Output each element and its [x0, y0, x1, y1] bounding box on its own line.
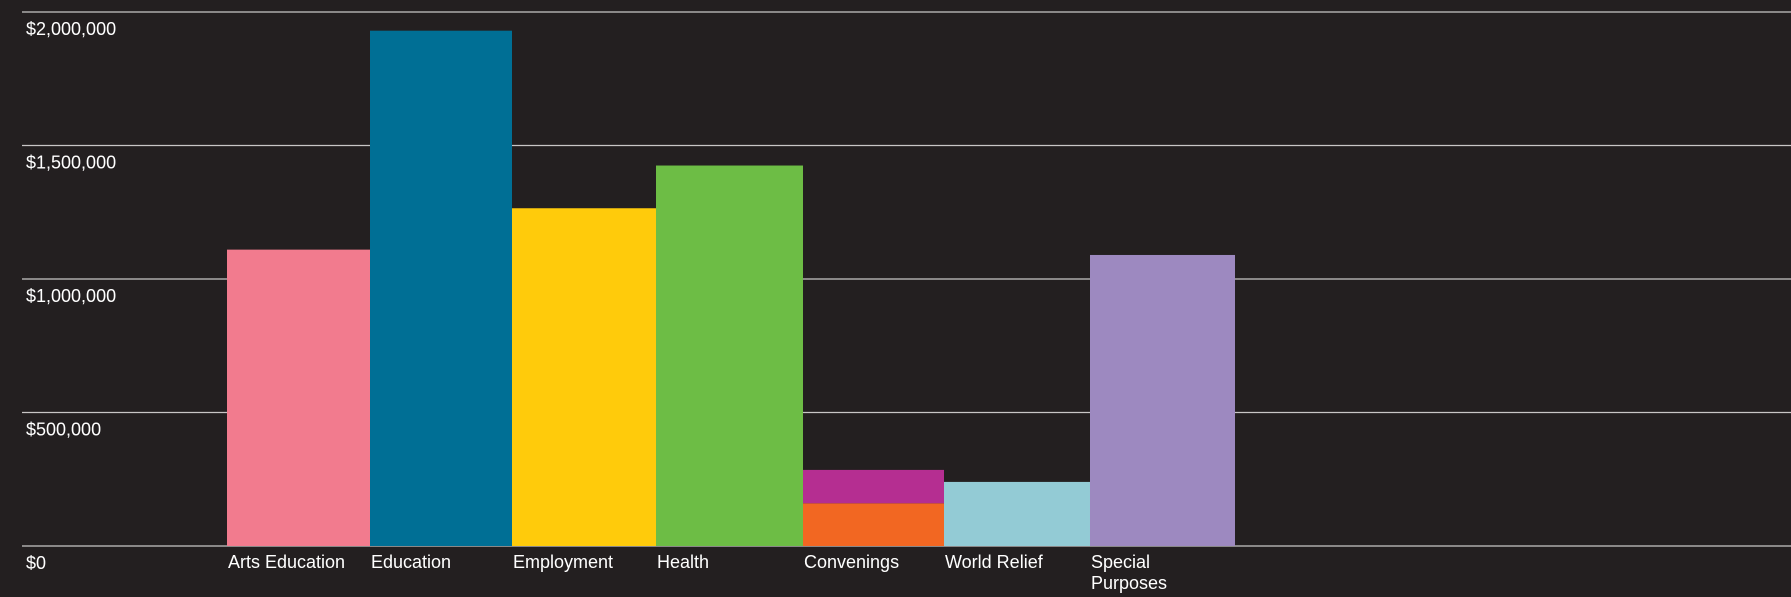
y-tick-label: $1,500,000	[26, 153, 116, 173]
x-tick-label-line: Special	[1091, 552, 1150, 572]
x-tick-label: World Relief	[945, 552, 1044, 572]
x-tick-label: Special Purposes	[1091, 552, 1167, 593]
bars	[227, 30, 1235, 546]
x-tick-label-line: Health	[657, 552, 709, 572]
y-tick-label: $0	[26, 553, 46, 573]
bar-segment	[803, 503, 944, 546]
x-tick-label: Arts Education	[228, 552, 345, 572]
bar-segment	[803, 469, 944, 504]
bar-segment	[227, 249, 370, 546]
x-tick-label: Convenings	[804, 552, 899, 572]
y-tick-label: $500,000	[26, 420, 101, 440]
x-tick-label: Health	[657, 552, 709, 572]
x-tick-label: Employment	[513, 552, 613, 572]
bar-segment	[370, 30, 512, 546]
x-tick-label-line: Purposes	[1091, 573, 1167, 593]
x-tick-label-line: Employment	[513, 552, 613, 572]
y-axis-labels: $0 $500,000 $1,000,000 $1,500,000 $2,000,000	[26, 19, 116, 573]
bar-segment	[944, 481, 1090, 546]
bar-segment	[512, 208, 656, 546]
y-tick-label: $2,000,000	[26, 19, 116, 39]
x-tick-label-line: Arts Education	[228, 552, 345, 572]
bar-segment	[656, 165, 803, 546]
x-tick-label-line: Education	[371, 552, 451, 572]
y-tick-label: $1,000,000	[26, 286, 116, 306]
bar-segment	[1090, 254, 1235, 546]
x-tick-label-line: World Relief	[945, 552, 1044, 572]
x-tick-label: Education	[371, 552, 451, 572]
x-axis-labels: Arts Education Education Employment Health C…	[228, 552, 1167, 593]
x-tick-label-line: Convenings	[804, 552, 899, 572]
